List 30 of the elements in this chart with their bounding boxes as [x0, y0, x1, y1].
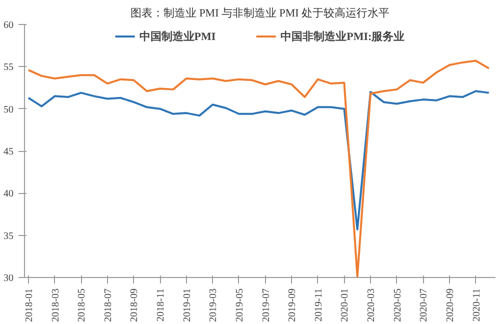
- x-tick-label: 2020-09: [444, 288, 456, 322]
- x-tick-label: 2019-11: [313, 288, 324, 322]
- x-tick-label: 2019-09: [287, 288, 298, 322]
- x-tick-label: 2020-01: [340, 288, 351, 322]
- x-tick-label: 2018-11: [156, 288, 167, 322]
- legend-label: 中国制造业PMI: [139, 30, 216, 44]
- x-tick-label: 2019-05: [234, 288, 246, 322]
- line-series: [27, 60, 490, 278]
- legend-label: 中国非制造业PMI:服务业: [280, 30, 405, 44]
- y-tick-label: 40: [4, 188, 14, 200]
- x-tick-label: 2018-05: [76, 288, 88, 322]
- x-tick-label: 2020-11: [471, 288, 482, 322]
- x-tick-label: 2020-03: [366, 288, 378, 322]
- y-tick-label: 35: [4, 230, 14, 242]
- chart-title: 图表：制造业 PMI 与非制造业 PMI 处于较高运行水平: [130, 6, 390, 20]
- x-tick-label: 2018-01: [24, 288, 35, 322]
- x-tick-label: 2020-05: [392, 288, 404, 322]
- x-tick-label: 2019-01: [182, 288, 193, 322]
- y-tick-label: 45: [4, 146, 14, 158]
- x-tick-label: 2020-07: [418, 288, 430, 322]
- line-series: [27, 90, 490, 230]
- y-tick-label: 30: [4, 273, 14, 284]
- x-tick-label: 2018-03: [50, 288, 62, 322]
- y-tick-label: 55: [4, 62, 14, 74]
- x-tick-label: 2018-09: [129, 288, 140, 322]
- y-tick-label: 50: [4, 104, 14, 116]
- x-tick-label: 2019-03: [208, 288, 220, 322]
- x-tick-label: 2018-07: [102, 288, 114, 322]
- x-tick-label: 2019-07: [260, 288, 272, 322]
- y-tick-label: 60: [4, 20, 14, 31]
